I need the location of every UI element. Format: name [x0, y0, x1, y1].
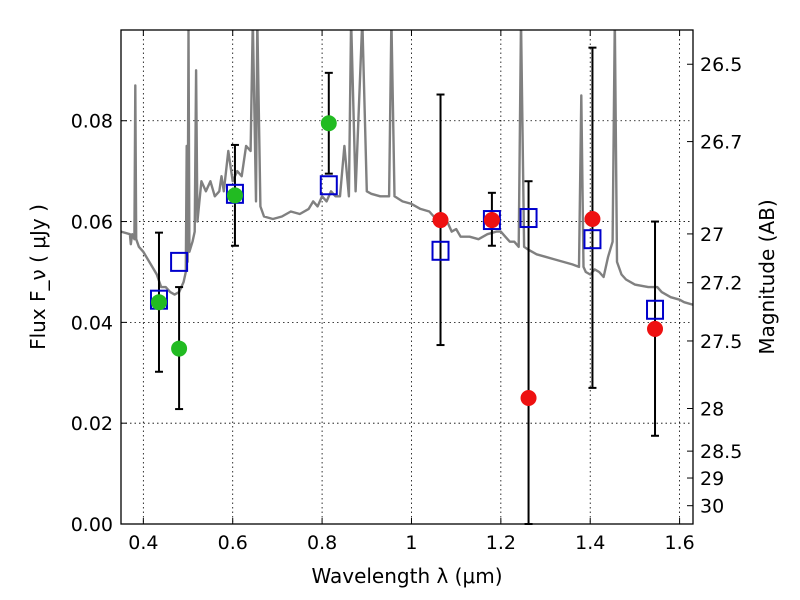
y2-tick-label: 28.5 [700, 441, 742, 463]
x-tick-label: 0.8 [307, 532, 337, 554]
grid [121, 30, 693, 524]
model-square [583, 229, 602, 250]
green-point [171, 340, 188, 357]
plot-area [121, 30, 693, 524]
model-square [519, 208, 538, 229]
x-tick-label: 1 [405, 532, 417, 554]
y2-tick-label: 26.5 [700, 54, 742, 76]
x-axis-label: Wavelength λ (μm) [311, 564, 502, 588]
marker-layer [149, 46, 665, 525]
red-point [520, 389, 537, 406]
spectrum-layer [121, 30, 693, 306]
y2-axis-label: Magnitude (AB) [755, 199, 779, 354]
model-square [319, 175, 338, 196]
y-tick-label: 0.08 [71, 111, 113, 133]
ticks: 0.4 0.6 0.8 1 1.2 1.4 1.6 0.00 0.02 0.04 0.06 0.08 2… [71, 30, 742, 554]
y-tick-label: 0.06 [71, 212, 113, 234]
x-tick-label: 0.4 [128, 532, 158, 554]
model-square [646, 299, 665, 320]
red-point [432, 212, 449, 229]
red-point [584, 211, 601, 228]
y2-tick-label: 30 [700, 496, 724, 518]
x-tick-label: 1.4 [575, 532, 605, 554]
y2-tick-label: 28 [700, 399, 724, 421]
x-tick-label: 1.6 [664, 532, 694, 554]
x-tick-label: 0.6 [218, 532, 248, 554]
y-tick-label: 0.04 [71, 312, 113, 334]
y2-tick-label: 27.5 [700, 331, 742, 353]
spectrum-line [121, 30, 693, 306]
y-tick-label: 0.00 [71, 514, 113, 536]
y-tick-label: 0.02 [71, 413, 113, 435]
x-tick-label: 1.2 [486, 532, 516, 554]
green-point [150, 294, 167, 311]
plot-frame [120, 29, 694, 525]
y2-tick-label: 27 [700, 224, 724, 246]
y2-tick-label: 26.7 [700, 132, 742, 154]
y2-tick-label: 27.2 [700, 273, 742, 295]
model-square [431, 240, 450, 261]
y-axis-label: Flux F_ν ( μJy ) [26, 204, 50, 350]
y2-tick-label: 29 [700, 468, 724, 490]
red-point [647, 320, 664, 337]
model-square [170, 251, 189, 272]
green-point [226, 187, 243, 204]
green-point [320, 115, 337, 132]
red-point [483, 212, 500, 229]
